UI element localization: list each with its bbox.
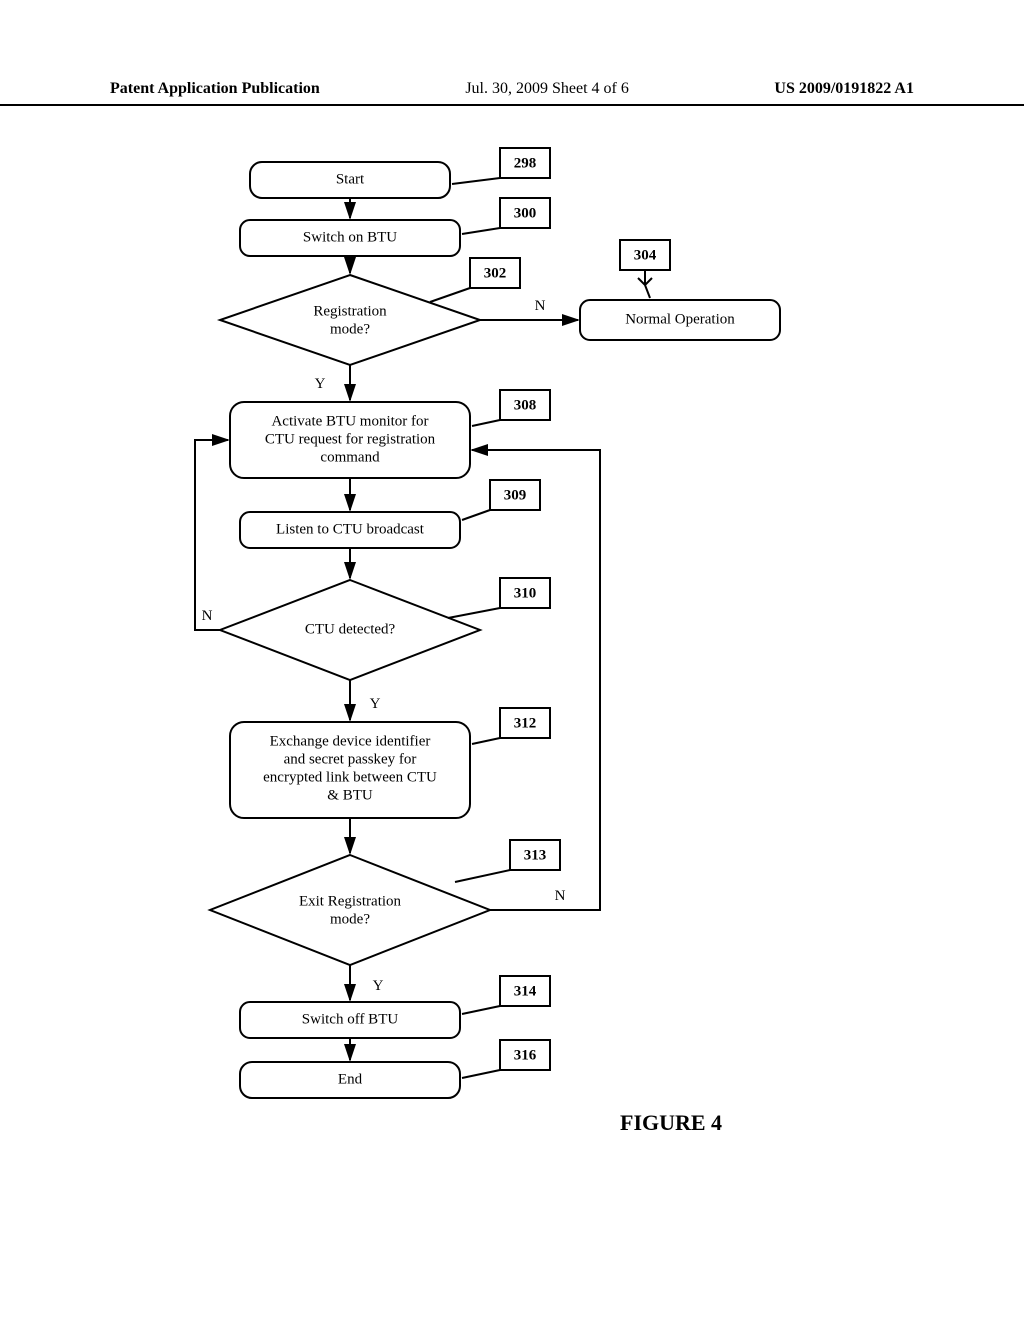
svg-text:and secret passkey for: and secret passkey for [284,751,417,767]
svg-text:314: 314 [514,983,537,999]
header-left: Patent Application Publication [110,80,320,98]
svg-text:mode?: mode? [330,911,370,927]
label-exit-yes: Y [373,978,384,994]
node-end: End [240,1062,460,1098]
flowchart: Start 298 Switch on BTU 300 Registration… [0,130,1024,1230]
svg-text:312: 312 [514,715,537,731]
svg-text:Listen to CTU broadcast: Listen to CTU broadcast [276,521,425,537]
ref-312: 312 [472,708,550,744]
label-detected-yes: Y [370,696,381,712]
svg-text:310: 310 [514,585,537,601]
ref-302: 302 [430,258,520,302]
svg-text:Switch off BTU: Switch off BTU [302,1011,399,1027]
label-regmode-no: N [535,298,546,314]
svg-text:308: 308 [514,397,537,413]
ref-316: 316 [462,1040,550,1078]
node-registration-mode: Registration mode? [220,275,480,365]
svg-text:Switch on BTU: Switch on BTU [303,229,397,245]
svg-text:CTU detected?: CTU detected? [305,621,396,637]
svg-text:Registration: Registration [313,303,387,319]
ref-314: 314 [462,976,550,1014]
svg-text:mode?: mode? [330,321,370,337]
node-exchange: Exchange device identifier and secret pa… [230,722,470,818]
svg-text:Exit Registration: Exit Registration [299,893,402,909]
svg-text:309: 309 [504,487,527,503]
svg-text:encrypted link between CTU: encrypted link between CTU [263,769,437,785]
label-regmode-yes: Y [315,376,326,392]
svg-text:302: 302 [484,265,507,281]
svg-text:End: End [338,1071,363,1087]
ref-310: 310 [448,578,550,618]
node-ctu-detected: CTU detected? [220,580,480,680]
ref-304: 304 [620,240,670,298]
ref-308: 308 [472,390,550,426]
ref-309: 309 [462,480,540,520]
node-exit-regmode: Exit Registration mode? [210,855,490,965]
header-right: US 2009/0191822 A1 [774,80,914,98]
svg-text:316: 316 [514,1047,537,1063]
node-start: Start [250,162,450,198]
label-exit-no: N [555,888,566,904]
svg-text:304: 304 [634,247,657,263]
node-switch-off-btu: Switch off BTU [240,1002,460,1038]
svg-text:Exchange device identifier: Exchange device identifier [270,733,431,749]
ref-298: 298 [452,148,550,184]
svg-text:298: 298 [514,155,537,171]
svg-text:Normal Operation: Normal Operation [625,311,735,327]
svg-text:& BTU: & BTU [327,787,373,803]
node-switch-on-btu: Switch on BTU [240,220,460,256]
node-listen-broadcast: Listen to CTU broadcast [240,512,460,548]
svg-text:313: 313 [524,847,547,863]
svg-text:command: command [320,449,380,465]
edge-detected-no [195,440,228,630]
node-normal-operation: Normal Operation [580,300,780,340]
page-header: Patent Application Publication Jul. 30, … [0,80,1024,106]
node-activate-monitor: Activate BTU monitor for CTU request for… [230,402,470,478]
label-detected-no: N [202,608,213,624]
svg-text:CTU request for registration: CTU request for registration [265,431,436,447]
svg-text:300: 300 [514,205,537,221]
header-mid: Jul. 30, 2009 Sheet 4 of 6 [465,80,629,98]
svg-text:Activate BTU monitor for: Activate BTU monitor for [271,413,428,429]
figure-label: FIGURE 4 [620,1110,722,1135]
ref-300: 300 [462,198,550,234]
ref-313: 313 [455,840,560,882]
node-start-label: Start [336,171,365,187]
